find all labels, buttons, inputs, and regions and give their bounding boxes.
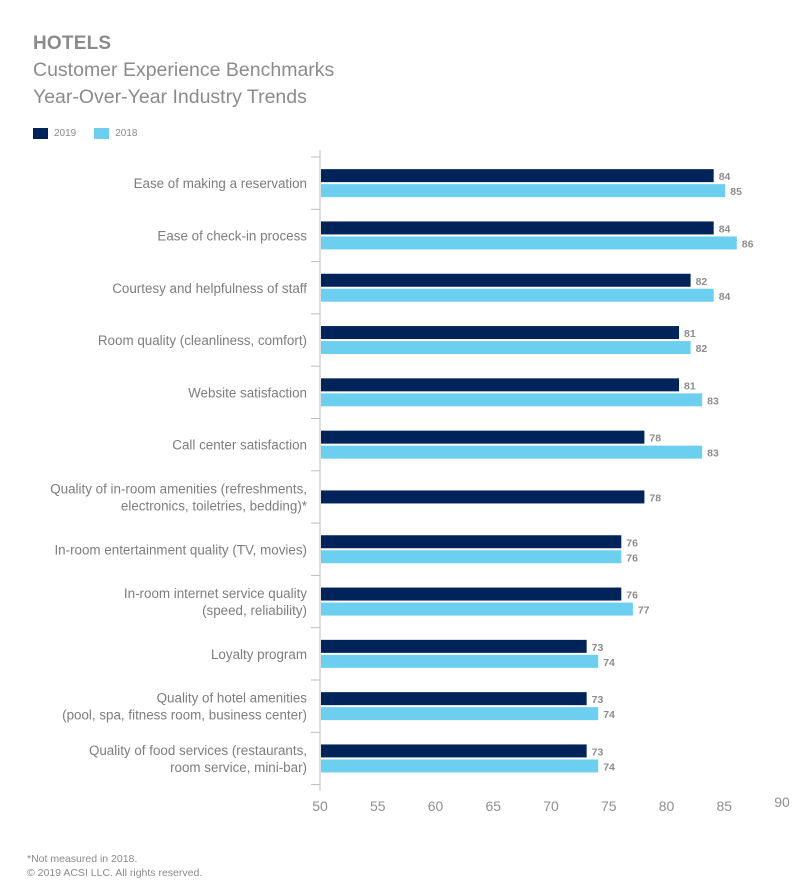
value-label-2018: 83 [707, 395, 719, 407]
category-label: Quality of in-room amenities (refreshmen… [50, 481, 307, 513]
bar-2018 [321, 393, 703, 407]
chart-subtitle-2: Year-Over-Year Industry Trends [33, 86, 307, 108]
category-label: In-room internet service quality (speed, … [124, 586, 307, 618]
value-label-2018: 76 [626, 552, 638, 564]
value-label-2019: 81 [684, 380, 696, 392]
value-label-2018: 74 [603, 657, 615, 669]
value-label-2019: 78 [649, 492, 661, 504]
x-tick-label: 85 [716, 798, 732, 814]
x-tick-label: 90 [774, 794, 790, 810]
value-label-2019: 73 [592, 642, 604, 654]
category-label: Loyalty program [211, 647, 307, 662]
value-label-2019: 84 [719, 171, 731, 183]
footnote-copyright: © 2019 ACSI LLC. All rights reserved. [27, 867, 203, 879]
category-label: Ease of making a reservation [134, 176, 307, 191]
x-tick-label: 65 [485, 798, 501, 814]
x-tick-label: 80 [659, 798, 675, 814]
x-tick-label: 55 [370, 798, 386, 814]
bar-2018 [321, 445, 703, 459]
category-label: Room quality (cleanliness, comfort) [98, 333, 307, 348]
chart-title: HOTELS [33, 33, 112, 54]
bar-2018 [321, 759, 599, 773]
chart-subtitle: Customer Experience Benchmarks [33, 59, 335, 81]
value-label-2019: 76 [626, 537, 638, 549]
value-label-2018: 77 [638, 605, 650, 617]
category-label: Quality of food services (restaurants, ro… [89, 743, 307, 775]
bar-2018 [321, 550, 622, 564]
bar-2019 [321, 744, 587, 758]
value-label-2019: 73 [592, 746, 604, 758]
bar-2019 [321, 639, 587, 653]
bar-2019 [321, 490, 645, 504]
x-tick-label: 70 [543, 798, 559, 814]
legend-item-2018: 2018 [94, 128, 138, 139]
category-label: Ease of check-in process [157, 228, 307, 243]
bar-2018 [321, 602, 633, 616]
bar-2019 [321, 326, 680, 340]
legend-swatch-2018 [94, 128, 110, 139]
bar-2019 [321, 692, 587, 706]
bar-2018 [321, 288, 714, 302]
category-label: In-room entertainment quality (TV, movie… [54, 542, 307, 557]
bar-2018 [321, 707, 599, 721]
footnote-not-measured: *Not measured in 2018. [27, 853, 138, 865]
value-label-2019: 84 [719, 223, 731, 235]
bar-2018 [321, 236, 737, 250]
legend-swatch-2019 [33, 128, 48, 139]
bar-2019 [321, 587, 622, 601]
legend-label-2019: 2019 [54, 128, 77, 139]
legend-label-2018: 2018 [115, 128, 138, 139]
value-label-2019: 81 [684, 328, 696, 340]
category-label: Courtesy and helpfulness of staff [112, 281, 307, 296]
value-label-2018: 82 [696, 343, 708, 355]
value-label-2018: 85 [730, 186, 742, 198]
value-label-2018: 74 [603, 761, 615, 773]
bar-2019 [321, 273, 691, 287]
legend-item-2019: 2019 [33, 128, 76, 139]
bar-2019 [321, 430, 645, 444]
value-label-2018: 84 [719, 291, 731, 303]
bar-2019 [321, 221, 714, 235]
category-label: Website satisfaction [188, 385, 307, 400]
value-label-2018: 86 [742, 238, 754, 250]
bar-2019 [321, 535, 622, 549]
x-tick-label: 60 [428, 798, 444, 814]
bar-2019 [321, 169, 714, 183]
value-label-2018: 74 [603, 709, 615, 721]
category-label: Quality of hotel amenities (pool, spa, fi… [62, 691, 307, 723]
bar-2018 [321, 654, 599, 668]
value-label-2019: 82 [696, 276, 708, 288]
legend: 2019 2018 [33, 128, 156, 139]
x-tick-label: 50 [312, 798, 328, 814]
bar-2018 [321, 341, 691, 355]
value-label-2019: 76 [626, 590, 638, 602]
bar-2018 [321, 184, 726, 198]
x-tick-label: 75 [601, 798, 617, 814]
value-label-2018: 83 [707, 448, 719, 460]
value-label-2019: 73 [592, 694, 604, 706]
bar-2019 [321, 378, 680, 392]
value-label-2019: 78 [649, 433, 661, 445]
category-label: Call center satisfaction [172, 438, 307, 453]
